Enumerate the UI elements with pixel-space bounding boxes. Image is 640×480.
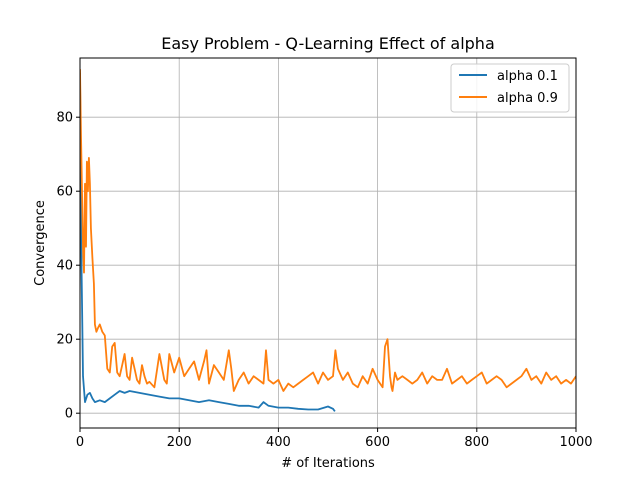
x-tick-label: 0 (76, 435, 84, 450)
x-tick-label: 200 (167, 435, 192, 450)
legend-label-alpha-0-9: alpha 0.9 (497, 91, 558, 106)
x-axis-ticks: 0 200 400 600 800 1000 (76, 428, 593, 450)
series-line-alpha-0-9 (80, 69, 576, 392)
x-tick-label: 600 (365, 435, 390, 450)
series-lines (80, 69, 576, 412)
y-tick-label: 40 (56, 259, 73, 274)
grid (79, 58, 577, 428)
plot-frame (79, 57, 577, 429)
y-tick-label: 0 (65, 407, 73, 422)
y-axis-label: Convergence (33, 200, 48, 286)
chart-title: Easy Problem - Q-Learning Effect of alph… (161, 34, 495, 53)
x-axis-label: # of Iterations (281, 456, 375, 471)
x-tick-label: 800 (464, 435, 489, 450)
legend: alpha 0.1 alpha 0.9 (450, 63, 570, 113)
y-tick-label: 80 (56, 111, 73, 126)
x-tick-label: 1000 (559, 435, 592, 450)
legend-label-alpha-0-1: alpha 0.1 (497, 69, 558, 84)
series-line-alpha-0-1 (80, 72, 336, 412)
x-tick-label: 400 (266, 435, 291, 450)
y-axis-ticks: 0 20 40 60 80 (56, 111, 80, 422)
y-tick-label: 20 (56, 333, 73, 348)
y-tick-label: 60 (56, 185, 73, 200)
